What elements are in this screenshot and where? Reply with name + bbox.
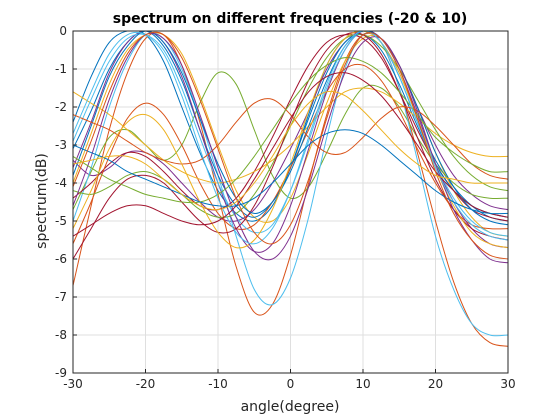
x-tick-label: -20 [136, 377, 156, 391]
x-tick-label: -30 [63, 377, 83, 391]
y-tick-label: -8 [55, 328, 67, 342]
series-line [73, 31, 508, 260]
y-tick-label: -5 [55, 214, 67, 228]
y-tick-label: -6 [55, 252, 67, 266]
series-line [73, 63, 508, 244]
y-tick-label: 0 [59, 24, 67, 38]
y-tick-label: -1 [55, 62, 67, 76]
y-tick-labels: 0 -1 -2 -3 -4 -5 -6 -7 -8 -9 [55, 24, 77, 380]
y-tick-label: -9 [55, 366, 67, 380]
series-line [73, 87, 508, 184]
x-tick-label: 20 [428, 377, 443, 391]
x-tick-label: -10 [208, 377, 228, 391]
series-line [73, 32, 508, 260]
y-tick-label: -7 [55, 290, 67, 304]
x-tick-label: 0 [287, 377, 295, 391]
series-line [73, 90, 508, 211]
plot-series [73, 31, 508, 347]
x-tick-label: 30 [500, 377, 515, 391]
y-tick-label: -2 [55, 100, 67, 114]
chart-title: spectrum on different frequencies (-20 &… [113, 11, 468, 27]
series-line [73, 56, 508, 204]
series-line [73, 31, 508, 347]
series-line [73, 129, 508, 215]
y-tick-label: -3 [55, 138, 67, 152]
series-line [73, 98, 508, 180]
x-axis-label: angle(degree) [241, 399, 340, 415]
series-line [73, 31, 508, 226]
x-tick-label: 10 [355, 377, 370, 391]
y-axis-label: spectrum(dB) [34, 153, 50, 249]
grid-lines [72, 30, 509, 374]
y-tick-label: -4 [55, 176, 67, 190]
x-tick-labels: -30 -20 -10 0 10 20 30 [63, 369, 516, 391]
